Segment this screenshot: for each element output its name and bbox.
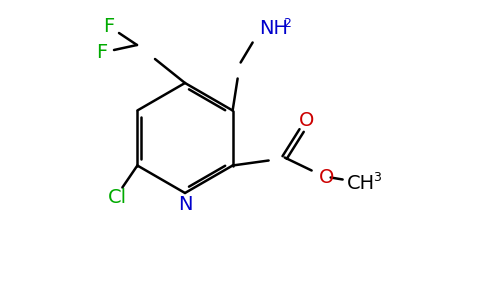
Text: O: O bbox=[299, 111, 314, 130]
Text: F: F bbox=[96, 44, 107, 62]
Text: NH: NH bbox=[258, 19, 287, 38]
Text: Cl: Cl bbox=[108, 188, 127, 207]
Text: F: F bbox=[104, 17, 115, 37]
Text: CH: CH bbox=[347, 174, 375, 193]
Text: N: N bbox=[178, 195, 192, 214]
Text: 3: 3 bbox=[373, 171, 380, 184]
Text: 2: 2 bbox=[283, 17, 290, 30]
Text: O: O bbox=[318, 168, 334, 187]
